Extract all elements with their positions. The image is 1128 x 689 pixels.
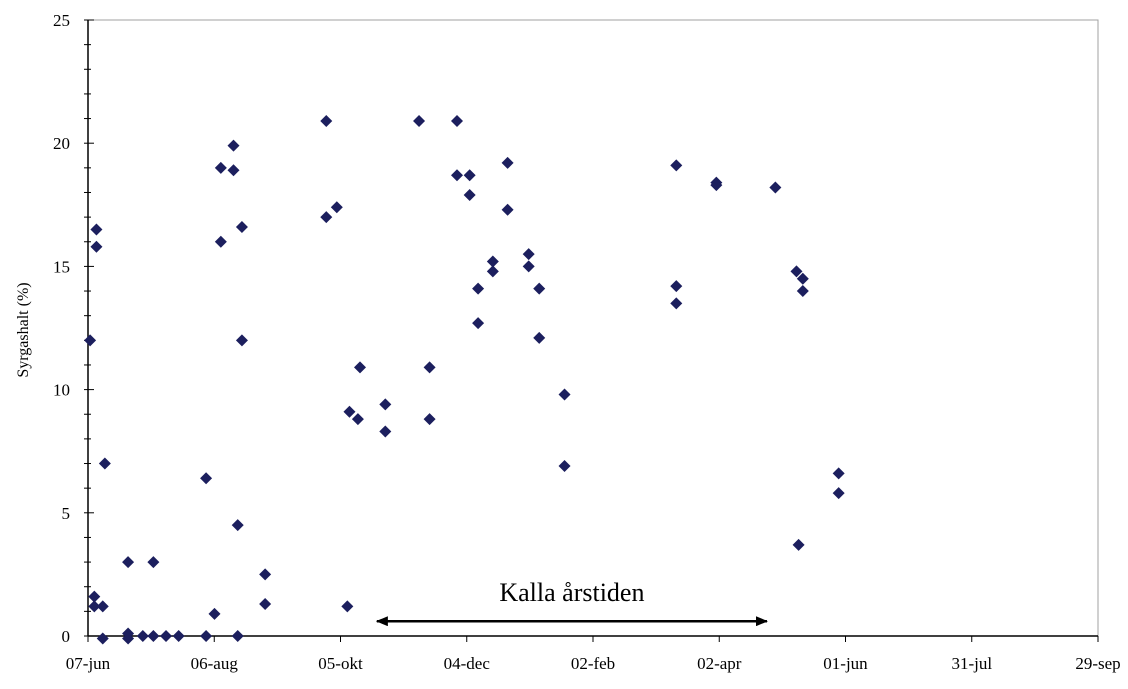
data-point <box>486 255 499 268</box>
plot-area <box>87 19 1099 637</box>
data-point <box>533 331 546 344</box>
data-point <box>88 600 101 613</box>
x-tick-label: 07-jun <box>66 654 111 673</box>
data-point <box>486 265 499 278</box>
data-point <box>147 556 160 569</box>
data-point <box>259 597 272 610</box>
data-points <box>84 115 845 645</box>
data-point <box>796 272 809 285</box>
data-point <box>200 630 213 642</box>
x-tick-label: 02-feb <box>571 654 615 673</box>
data-point <box>354 361 367 374</box>
data-point <box>231 519 244 532</box>
data-point <box>472 317 485 330</box>
data-point <box>670 297 683 310</box>
data-point <box>208 607 221 620</box>
y-tick-label: 0 <box>62 627 71 646</box>
y-tick-label: 15 <box>53 257 70 276</box>
y-tick-label: 5 <box>62 504 71 523</box>
x-tick-label: 01-jun <box>823 654 868 673</box>
data-point <box>98 457 111 470</box>
data-point <box>172 630 185 642</box>
data-point <box>463 169 476 182</box>
data-point <box>413 115 426 128</box>
y-tick-label: 10 <box>53 381 70 400</box>
data-point <box>90 223 103 236</box>
x-tick-label: 31-jul <box>951 654 992 673</box>
data-point <box>792 538 805 551</box>
x-tick-label: 05-okt <box>318 654 363 673</box>
data-point <box>558 388 571 401</box>
data-point <box>790 265 803 278</box>
x-tick-label: 02-apr <box>697 654 742 673</box>
data-point <box>423 361 436 374</box>
data-point <box>832 487 845 500</box>
data-point <box>423 413 436 426</box>
data-point <box>227 164 240 177</box>
data-point <box>533 282 546 295</box>
data-point <box>832 467 845 480</box>
data-point <box>558 459 571 472</box>
y-axis-ticks: 0 5 10 15 20 25 <box>53 11 94 646</box>
data-point <box>90 240 103 253</box>
data-point <box>472 282 485 295</box>
data-point <box>235 220 248 233</box>
data-point <box>522 248 535 261</box>
y-tick-label: 20 <box>53 134 70 153</box>
data-point <box>522 260 535 273</box>
data-point <box>501 203 514 216</box>
data-point <box>670 280 683 293</box>
data-point <box>796 285 809 298</box>
data-point <box>330 201 343 214</box>
data-point <box>710 179 723 192</box>
x-tick-label: 29-sep <box>1075 654 1120 673</box>
data-point <box>160 630 173 642</box>
data-point <box>463 188 476 201</box>
data-point <box>341 600 354 613</box>
data-point <box>122 632 135 645</box>
data-point <box>259 568 272 581</box>
data-point <box>96 600 109 613</box>
data-point <box>450 115 463 128</box>
data-point <box>670 159 683 172</box>
data-point <box>122 556 135 569</box>
data-point <box>320 115 333 128</box>
data-point <box>351 413 364 426</box>
data-point <box>379 425 392 438</box>
data-point <box>343 405 356 418</box>
data-point <box>96 632 109 645</box>
data-point <box>88 590 101 603</box>
data-point <box>136 630 149 642</box>
y-tick-label: 25 <box>53 11 70 30</box>
data-point <box>147 630 160 642</box>
x-axis-ticks: 07-jun 06-aug 05-okt 04-dec 02-feb 02-apr 01-j… <box>66 636 1121 673</box>
annotation-arrow-group: Kalla årstiden <box>375 578 768 627</box>
x-tick-label: 04-dec <box>444 654 491 673</box>
data-point <box>214 235 227 248</box>
data-point <box>450 169 463 182</box>
data-point <box>769 181 782 194</box>
cold-season-label: Kalla årstiden <box>499 578 644 607</box>
data-point <box>214 161 227 174</box>
data-point <box>227 139 240 152</box>
data-point <box>501 156 514 169</box>
data-point <box>320 211 333 224</box>
data-point <box>379 398 392 411</box>
data-point <box>200 472 213 485</box>
x-tick-label: 06-aug <box>191 654 239 673</box>
data-point <box>231 630 244 642</box>
data-point <box>235 334 248 347</box>
y-axis-label: Syrgashalt (%) <box>15 282 32 377</box>
data-point <box>84 334 97 347</box>
